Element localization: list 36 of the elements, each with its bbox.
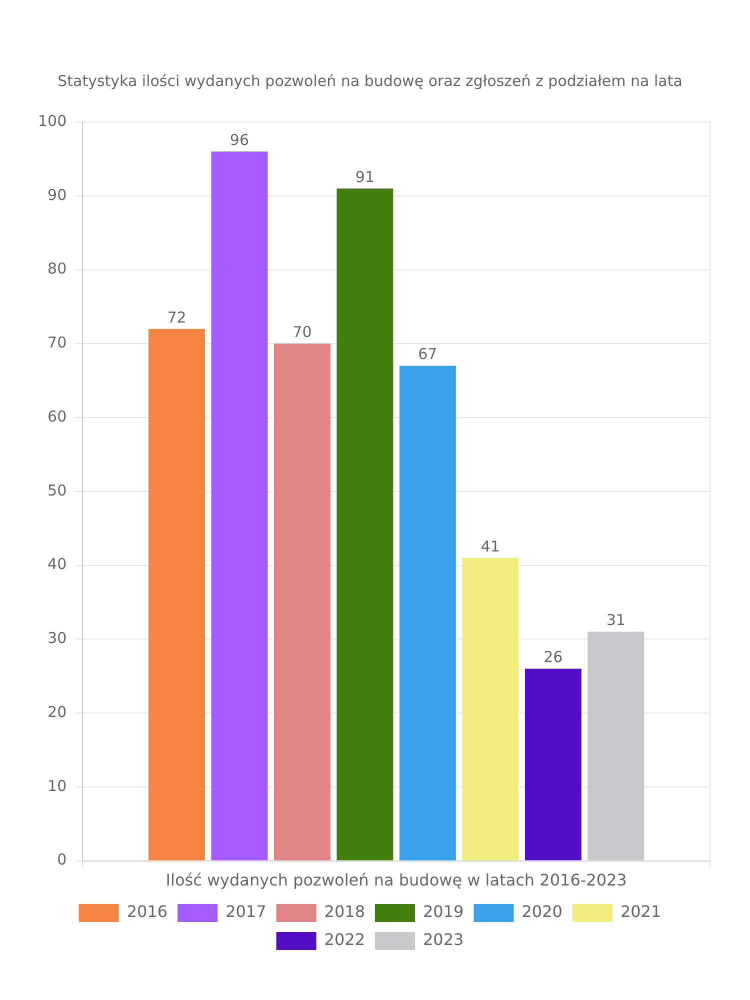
data-label: 70 (292, 323, 312, 342)
legend-label: 2018 (324, 902, 365, 922)
legend-label: 2017 (226, 902, 266, 922)
bar (336, 188, 394, 860)
bar (211, 152, 268, 860)
chart-title: Statystyka ilości wydanych pozwoleń na budowę oraz zgłoszeń z podziałem na lata (58, 72, 682, 90)
legend-label: 2019 (423, 902, 464, 922)
bar (148, 328, 205, 860)
y-tick-label: 10 (48, 776, 67, 795)
data-label: 31 (606, 611, 626, 630)
y-tick-label: 80 (48, 260, 67, 278)
y-tick-label: 50 (48, 481, 67, 500)
x-tick-label: Ilość wydanych pozwoleń na budowę w latach 2016-2023 (166, 870, 627, 890)
y-tick-label: 30 (48, 629, 67, 648)
data-label: 96 (230, 130, 250, 149)
legend-label: 2023 (423, 930, 464, 950)
data-label: 26 (544, 648, 563, 666)
y-tick-label: 20 (48, 702, 67, 721)
y-tick-label: 40 (48, 555, 67, 574)
data-label: 91 (355, 168, 374, 186)
y-tick-label: 60 (48, 407, 67, 426)
legend-label: 2016 (126, 902, 168, 922)
bar (399, 366, 456, 860)
legend-label: 2020 (522, 902, 562, 922)
data-label: 72 (167, 308, 186, 326)
data-label: 41 (480, 537, 500, 556)
bar (524, 668, 582, 860)
legend-label: 2022 (324, 930, 365, 950)
y-tick-label: 70 (48, 334, 67, 352)
y-tick-label: 0 (57, 850, 67, 869)
bar (462, 558, 519, 860)
data-label: 67 (418, 345, 438, 364)
bar (274, 344, 330, 860)
legend-label: 2021 (620, 902, 662, 922)
y-tick-label: 90 (48, 186, 67, 204)
y-tick-label: 100 (38, 112, 67, 130)
